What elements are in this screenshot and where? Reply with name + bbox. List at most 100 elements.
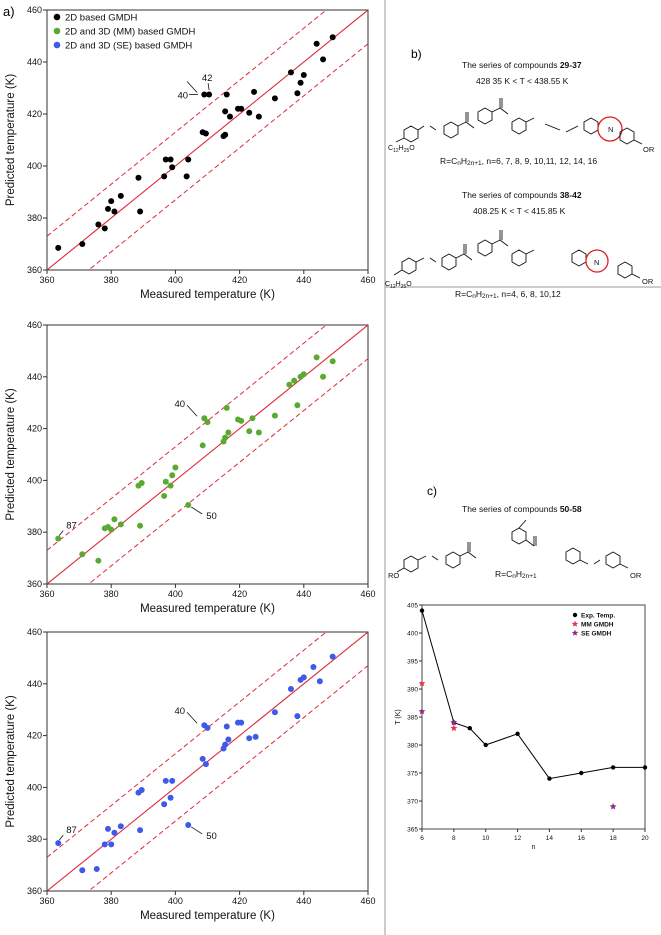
data-point	[294, 402, 301, 409]
y-tick-label: 460	[27, 5, 42, 15]
data-point	[287, 685, 294, 692]
n-atom-2: N	[594, 258, 599, 267]
data-point	[329, 358, 336, 365]
y-tick-label: 380	[407, 743, 418, 750]
lower-bound-line	[87, 665, 368, 891]
data-point	[579, 770, 584, 776]
data-point	[104, 825, 111, 832]
x-tick-label: 6	[420, 835, 424, 842]
data-point	[313, 40, 320, 47]
data-point	[222, 741, 229, 748]
annotation-label: 87	[66, 825, 77, 836]
data-point	[297, 79, 304, 86]
chem-b-text: The series of compounds 29-37 428 35 K <…	[385, 60, 655, 300]
data-point	[199, 755, 206, 762]
y-tick-label: 400	[407, 631, 418, 638]
y-tick-label: 395	[407, 659, 418, 666]
data-point	[201, 91, 208, 98]
y-tick-label: 420	[27, 424, 42, 434]
x-tick-label: 380	[104, 589, 119, 599]
n-atom-1: N	[608, 125, 613, 134]
data-point	[79, 551, 86, 558]
y-axis-label: Predicted temperature (K)	[5, 74, 17, 206]
x-tick-label: 420	[232, 896, 247, 906]
x-tick-label: 400	[168, 589, 183, 599]
data-point	[294, 90, 301, 97]
x-tick-label: 460	[360, 589, 375, 599]
data-point	[271, 412, 278, 419]
data-point	[225, 736, 232, 743]
data-point	[137, 522, 144, 529]
data-point	[300, 371, 307, 378]
data-point	[108, 526, 115, 533]
star-data-point	[450, 724, 458, 732]
data-point	[108, 841, 115, 848]
annotation-leader	[186, 711, 198, 724]
data-point	[104, 205, 111, 212]
series-line	[421, 610, 645, 780]
star-data-point	[418, 679, 426, 687]
annotation-label: 87	[66, 521, 77, 532]
data-point	[310, 663, 317, 670]
data-point	[291, 377, 298, 384]
legend-marker	[571, 629, 579, 636]
data-point	[206, 91, 213, 98]
lower-bound-line	[87, 358, 368, 584]
range-38-42: 408.25 K < T < 415.85 K	[473, 206, 566, 216]
lower-bound-line	[87, 43, 368, 270]
title-29-37: The series of compounds 29-37	[462, 60, 582, 70]
data-point	[101, 841, 108, 848]
or-label-2: OR	[642, 277, 654, 286]
data-point	[238, 417, 245, 424]
x-axis-label: Measured temperature (K)	[140, 289, 275, 301]
plot-frame	[46, 324, 369, 585]
y-tick-label: 440	[27, 57, 42, 67]
y-tick-label: 360	[27, 886, 42, 896]
annotation-label: 50	[206, 831, 217, 842]
y-tick-label: 380	[27, 213, 42, 223]
data-point	[246, 735, 253, 742]
y-tick-label: 405	[407, 603, 418, 610]
y-tick-label: 360	[27, 579, 42, 589]
legend-label: 2D and 3D (MM) based GMDH	[65, 27, 196, 38]
x-tick-label: 10	[482, 835, 490, 842]
data-point	[167, 156, 174, 163]
x-tick-label: 20	[641, 835, 649, 842]
y-axis-label: Predicted temperature (K)	[5, 695, 17, 827]
chem-structures-b	[393, 98, 643, 573]
annotation-leader	[191, 826, 203, 835]
data-point	[161, 492, 168, 499]
data-point	[95, 221, 102, 228]
y-tick-label: 440	[27, 372, 42, 382]
data-point	[329, 653, 336, 660]
r-formula-2: R=CnH2n+1, n=4, 6, 8, 10,12	[455, 289, 561, 300]
data-point	[111, 208, 118, 215]
data-point	[204, 724, 211, 731]
legend-marker	[53, 13, 61, 21]
data-point	[222, 434, 229, 441]
panel-label-a: a)	[3, 4, 15, 19]
y-tick-label: 385	[407, 715, 418, 722]
data-point	[222, 108, 229, 115]
x-tick-label: 420	[232, 589, 247, 599]
legend-label: MM GMDH	[581, 622, 614, 629]
data-point	[547, 776, 552, 781]
legend-label: 2D based GMDH	[65, 13, 137, 24]
x-tick-label: 360	[39, 275, 54, 285]
x-tick-label: 440	[296, 896, 311, 906]
y-tick-label: 400	[27, 782, 42, 792]
data-point	[255, 113, 262, 120]
x-tick-label: 440	[296, 589, 311, 599]
plot-frame	[46, 631, 369, 892]
scatter-plot-2d-gmdh: 360 380 400 420 440 460 360 380 400 420 440 460 Meas…	[5, 5, 376, 301]
y-tick-label: 420	[27, 731, 42, 741]
c12h25o-label-1: C12H25O	[388, 145, 415, 154]
x-axis-label: n	[532, 844, 536, 851]
data-point	[79, 867, 86, 874]
x-tick-label: 18	[610, 835, 618, 842]
x-tick-label: 16	[578, 835, 586, 842]
structure-38-42	[393, 230, 641, 279]
data-point	[238, 105, 245, 112]
data-point	[161, 173, 168, 180]
plot-frame	[46, 9, 369, 271]
